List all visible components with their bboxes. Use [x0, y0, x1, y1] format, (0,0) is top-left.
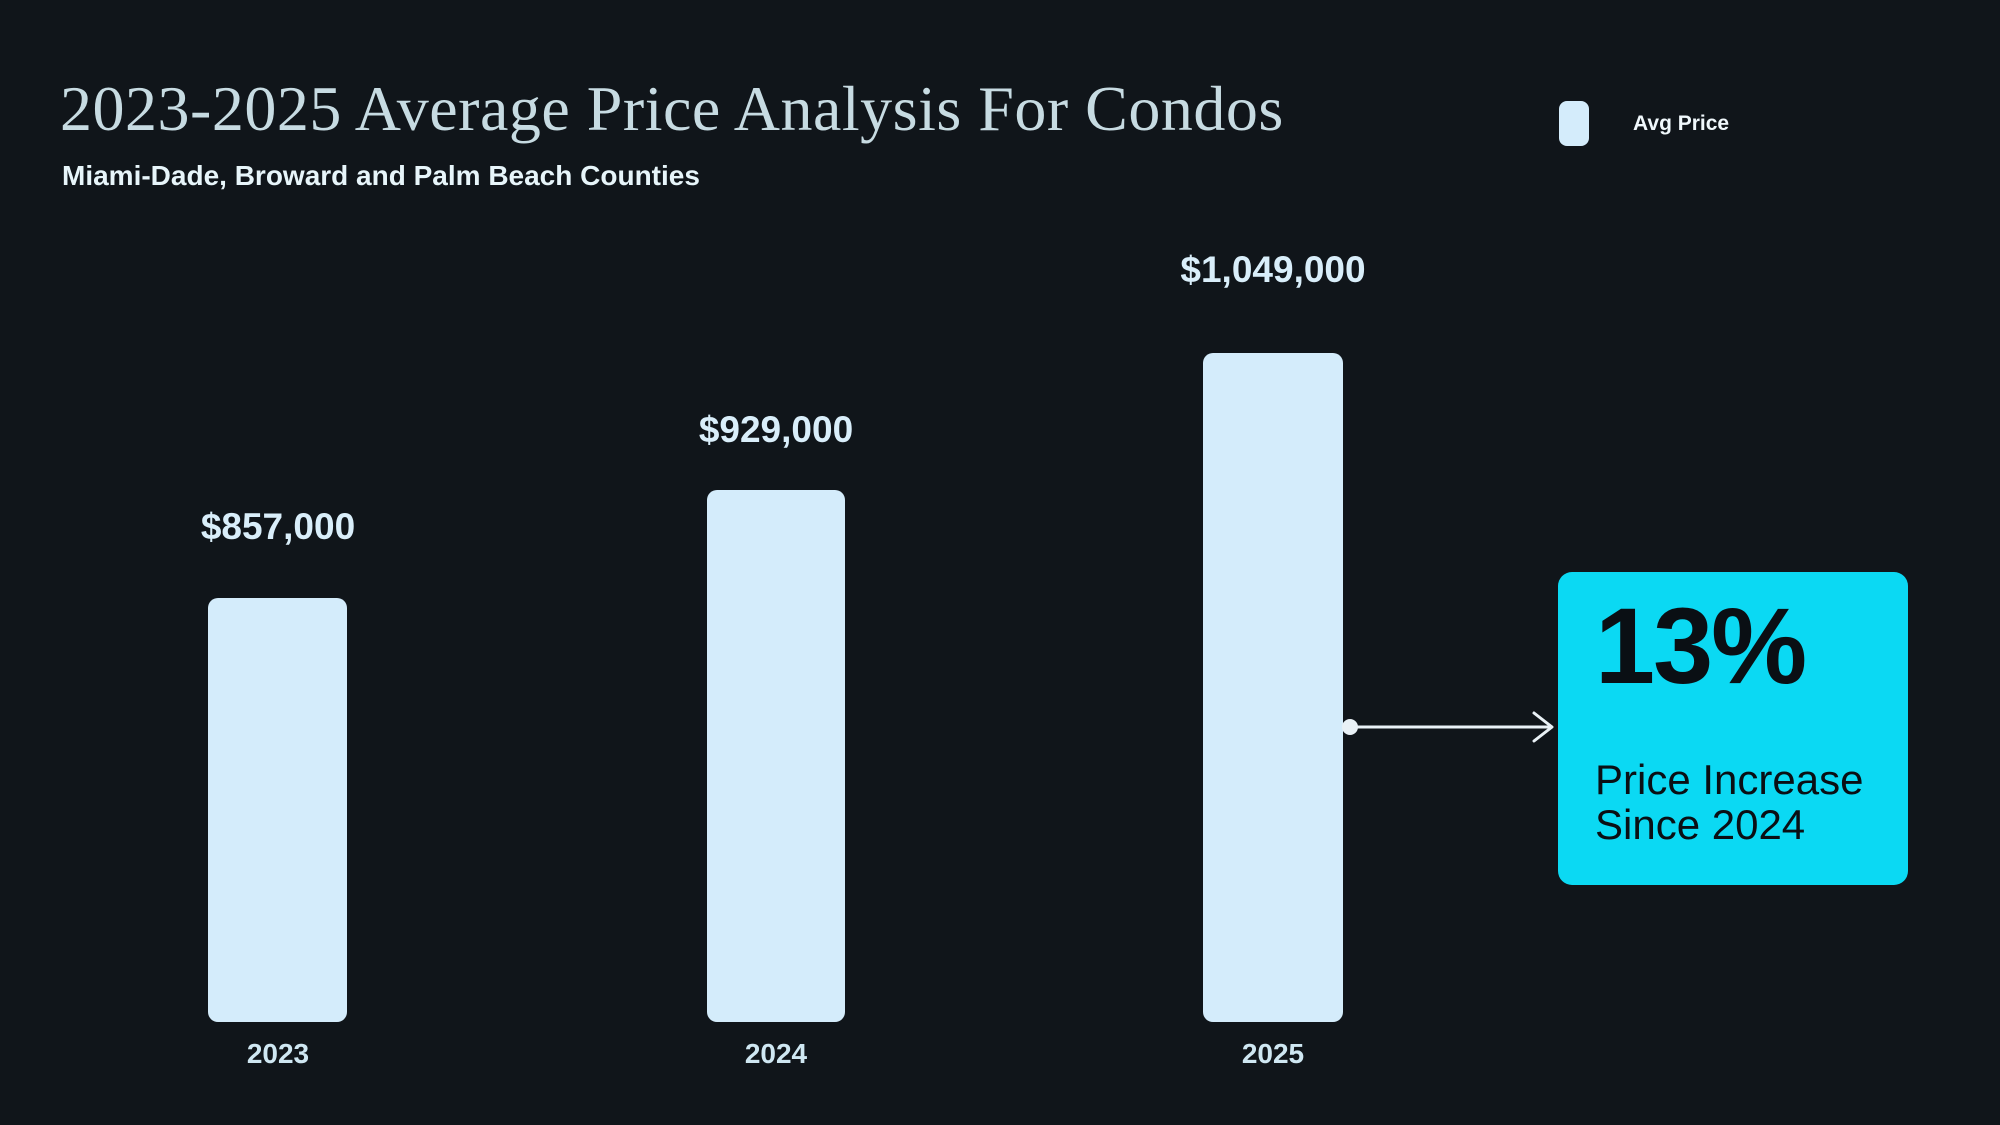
- legend-swatch-icon: [1559, 101, 1589, 146]
- x-axis-label-2023: 2023: [246, 1038, 310, 1069]
- bar-value-label-2023: $857,000: [200, 506, 356, 547]
- bar-2023: [208, 598, 347, 1022]
- callout-line2: Since 2024: [1595, 800, 1806, 848]
- page-title: 2023-2025 Average Price Analysis For Con…: [60, 73, 1284, 144]
- price-increase-callout: 13% Price Increase Since 2024: [1558, 572, 1908, 885]
- page-subtitle: Miami-Dade, Broward and Palm Beach Count…: [62, 160, 700, 191]
- callout-percent: 13%: [1595, 585, 1807, 706]
- x-axis-label-2025: 2025: [1241, 1038, 1305, 1069]
- bar-2024: [707, 490, 845, 1022]
- legend-label: Avg Price: [1633, 111, 1730, 135]
- legend: Avg Price: [1559, 101, 1729, 146]
- callout-description: Price Increase Since 2024: [1595, 756, 1888, 848]
- bar-value-label-2025: $1,049,000: [1180, 249, 1366, 290]
- x-axis-label-2024: 2024: [744, 1038, 808, 1069]
- bar-value-label-2024: $929,000: [698, 409, 854, 450]
- callout-line1: Price Increase: [1595, 756, 1864, 803]
- connector-arrow-icon: [1342, 711, 1554, 743]
- bar-2025: [1203, 353, 1343, 1022]
